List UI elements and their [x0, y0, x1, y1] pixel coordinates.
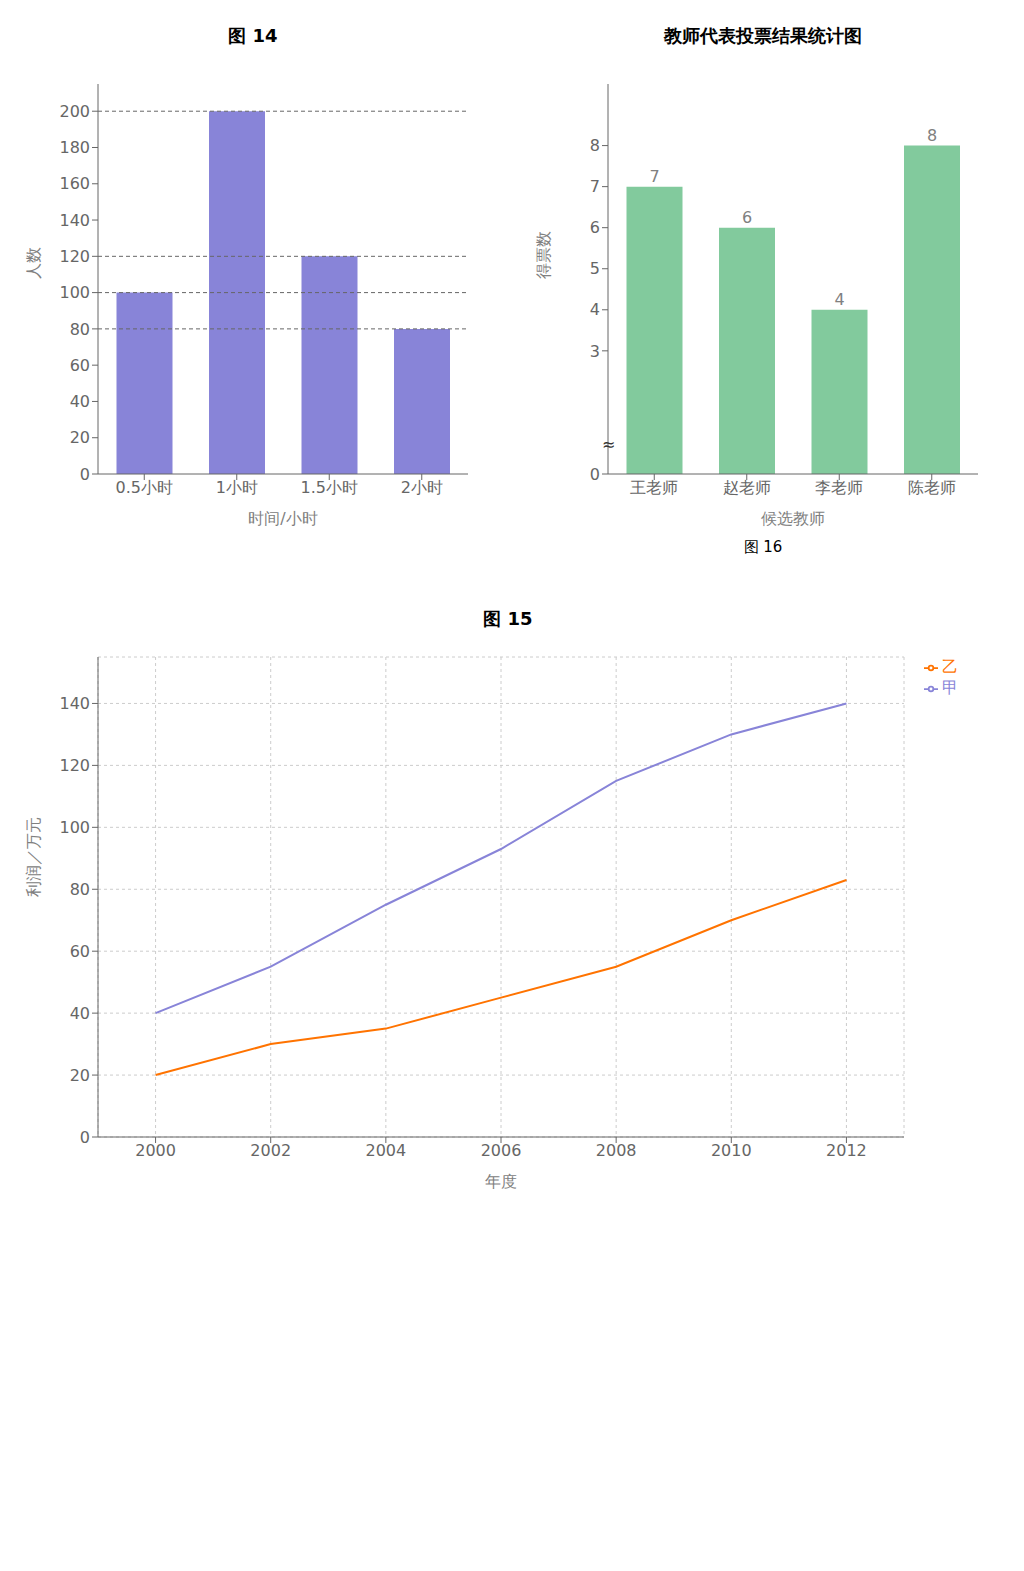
html-text:甲: 甲: [942, 678, 958, 697]
svg-text:4: 4: [834, 290, 844, 309]
svg-text:2小时: 2小时: [401, 478, 443, 497]
svg-text:得票数: 得票数: [534, 231, 553, 279]
svg-text:6: 6: [742, 208, 752, 227]
svg-text:0: 0: [80, 465, 90, 484]
svg-text:2010: 2010: [711, 1141, 752, 1160]
svg-text:6: 6: [590, 218, 600, 237]
svg-text:80: 80: [70, 320, 90, 339]
svg-text:利润／万元: 利润／万元: [24, 817, 43, 897]
svg-text:2006: 2006: [481, 1141, 522, 1160]
svg-text:20: 20: [70, 428, 90, 447]
svg-text:王老师: 王老师: [630, 478, 678, 497]
svg-text:7: 7: [649, 167, 659, 186]
svg-text:100: 100: [59, 818, 90, 837]
svg-text:年度: 年度: [485, 1172, 517, 1191]
html-text:图 14: 图 14: [228, 25, 278, 46]
svg-text:0: 0: [80, 1128, 90, 1147]
svg-text:60: 60: [70, 356, 90, 375]
svg-text:时间/小时: 时间/小时: [248, 509, 317, 528]
svg-text:赵老师: 赵老师: [723, 478, 771, 497]
svg-text:4: 4: [590, 300, 600, 319]
svg-text:120: 120: [59, 756, 90, 775]
svg-text:1.5小时: 1.5小时: [301, 478, 358, 497]
svg-text:60: 60: [70, 942, 90, 961]
svg-text:160: 160: [59, 174, 90, 193]
svg-text:140: 140: [59, 211, 90, 230]
svg-text:0: 0: [590, 465, 600, 484]
svg-text:120: 120: [59, 247, 90, 266]
svg-text:180: 180: [59, 138, 90, 157]
svg-text:7: 7: [590, 177, 600, 196]
svg-text:5: 5: [590, 259, 600, 278]
svg-text:200: 200: [59, 102, 90, 121]
html-text:图 16: 图 16: [743, 538, 783, 556]
svg-text:2000: 2000: [135, 1141, 176, 1160]
svg-text:80: 80: [70, 880, 90, 899]
svg-text:100: 100: [59, 283, 90, 302]
svg-text:40: 40: [70, 392, 90, 411]
html-text:乙: 乙: [942, 657, 958, 676]
svg-text:2004: 2004: [365, 1141, 406, 1160]
svg-text:李老师: 李老师: [815, 478, 863, 497]
svg-text:8: 8: [927, 126, 937, 145]
html-text:教师代表投票结果统计图: 教师代表投票结果统计图: [664, 25, 862, 46]
svg-text:陈老师: 陈老师: [908, 478, 956, 497]
svg-text:40: 40: [70, 1004, 90, 1023]
svg-text:140: 140: [59, 694, 90, 713]
svg-text:3: 3: [590, 342, 600, 361]
svg-text:2002: 2002: [250, 1141, 291, 1160]
html-text:图 15: 图 15: [483, 608, 533, 629]
svg-text:2012: 2012: [826, 1141, 867, 1160]
svg-text:20: 20: [70, 1066, 90, 1085]
svg-text:1小时: 1小时: [216, 478, 258, 497]
svg-text:候选教师: 候选教师: [761, 509, 825, 528]
svg-text:8: 8: [590, 136, 600, 155]
svg-text:0.5小时: 0.5小时: [116, 478, 173, 497]
svg-text:2008: 2008: [596, 1141, 637, 1160]
svg-text:人数: 人数: [24, 247, 43, 279]
